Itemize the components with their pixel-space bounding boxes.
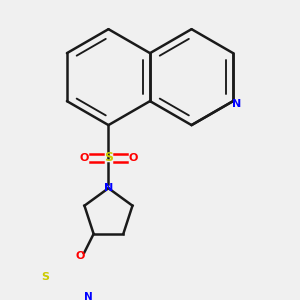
Text: S: S	[41, 272, 49, 282]
Text: N: N	[232, 99, 242, 109]
Text: N: N	[84, 292, 93, 300]
Text: O: O	[128, 153, 138, 163]
Text: N: N	[104, 183, 113, 193]
Text: S: S	[104, 152, 113, 164]
Text: O: O	[79, 153, 88, 163]
Text: O: O	[75, 251, 85, 262]
